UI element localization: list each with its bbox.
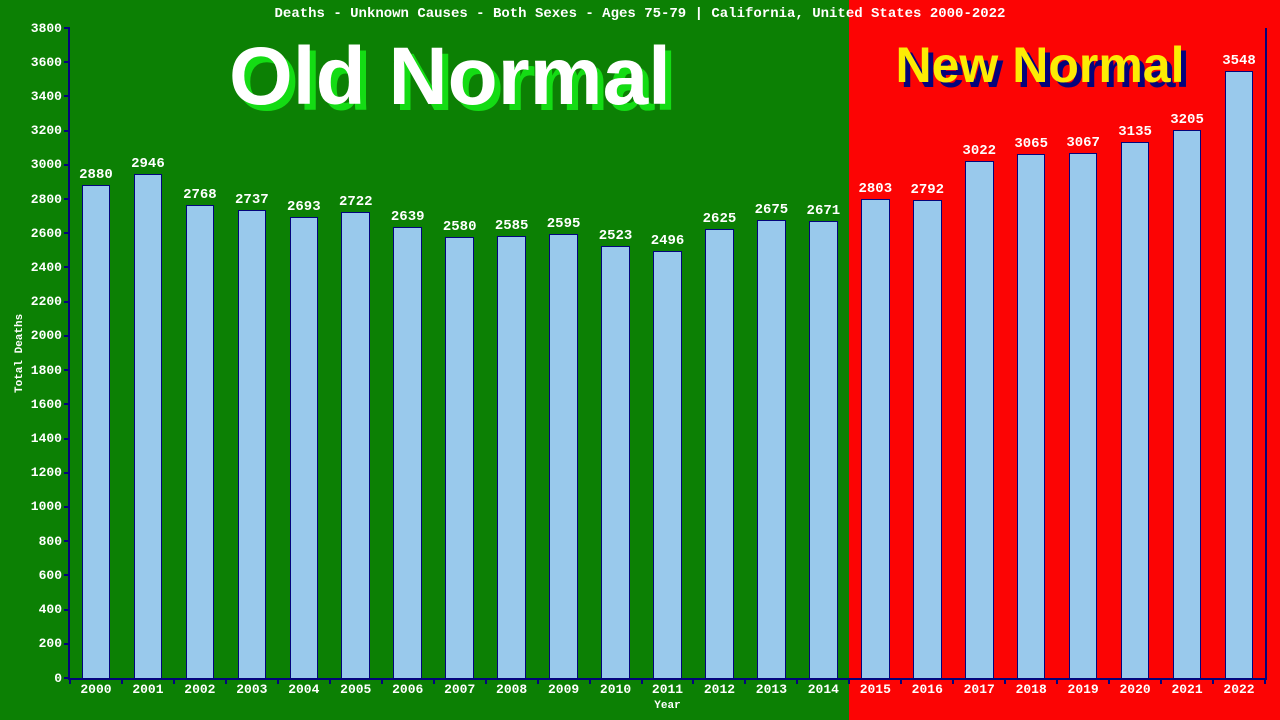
axis-line: [68, 678, 1267, 680]
bar: [913, 200, 942, 678]
y-tick-label: 1400: [31, 431, 62, 446]
bar: [134, 174, 163, 678]
bar: [549, 234, 578, 678]
bar-value-label: 2496: [638, 233, 698, 249]
y-tick-label: 200: [39, 636, 62, 651]
y-tick-label: 2200: [31, 294, 62, 309]
bar: [653, 251, 682, 678]
bar: [238, 210, 267, 678]
y-tick-label: 0: [54, 671, 62, 686]
y-tick-label: 1000: [31, 499, 62, 514]
bar: [1017, 154, 1046, 678]
y-tick-label: 2000: [31, 328, 62, 343]
bar: [1069, 153, 1098, 678]
y-tick-label: 3200: [31, 123, 62, 138]
y-tick-label: 2600: [31, 226, 62, 241]
chart-root: Deaths - Unknown Causes - Both Sexes - A…: [0, 0, 1280, 720]
bar: [705, 229, 734, 678]
bar: [186, 205, 215, 678]
y-tick-label: 400: [39, 602, 62, 617]
chart-title: Deaths - Unknown Causes - Both Sexes - A…: [0, 6, 1280, 22]
y-axis-label: Total Deaths: [14, 314, 26, 393]
bar: [965, 161, 994, 678]
x-tick-label: 2022: [1209, 682, 1269, 697]
bar: [497, 236, 526, 678]
y-tick-label: 3000: [31, 157, 62, 172]
bar-value-label: 3205: [1157, 112, 1217, 128]
y-tick-label: 600: [39, 568, 62, 583]
bar: [82, 185, 111, 678]
x-axis-label: Year: [70, 700, 1265, 712]
y-tick-label: 3600: [31, 55, 62, 70]
bar-value-label: 2792: [897, 182, 957, 198]
bar-value-label: 3548: [1209, 53, 1269, 69]
bar-value-label: 2671: [793, 203, 853, 219]
bar: [861, 199, 890, 678]
bar: [393, 227, 422, 678]
y-tick-label: 3400: [31, 89, 62, 104]
y-tick-label: 1800: [31, 363, 62, 378]
bar: [1121, 142, 1150, 678]
bar: [341, 212, 370, 678]
y-tick-label: 3800: [31, 21, 62, 36]
y-tick-label: 2800: [31, 192, 62, 207]
y-tick-label: 1600: [31, 397, 62, 412]
x-tick-mark: [69, 678, 71, 684]
axis-line: [68, 28, 70, 680]
bar: [757, 220, 786, 678]
bar: [290, 217, 319, 678]
bar: [601, 246, 630, 678]
bar: [445, 237, 474, 678]
y-tick-label: 2400: [31, 260, 62, 275]
y-tick-label: 1200: [31, 465, 62, 480]
axis-line: [1265, 28, 1267, 680]
bar: [809, 221, 838, 678]
bar: [1173, 130, 1202, 678]
bar: [1225, 71, 1254, 678]
bar-value-label: 2946: [118, 156, 178, 172]
y-tick-label: 800: [39, 534, 62, 549]
